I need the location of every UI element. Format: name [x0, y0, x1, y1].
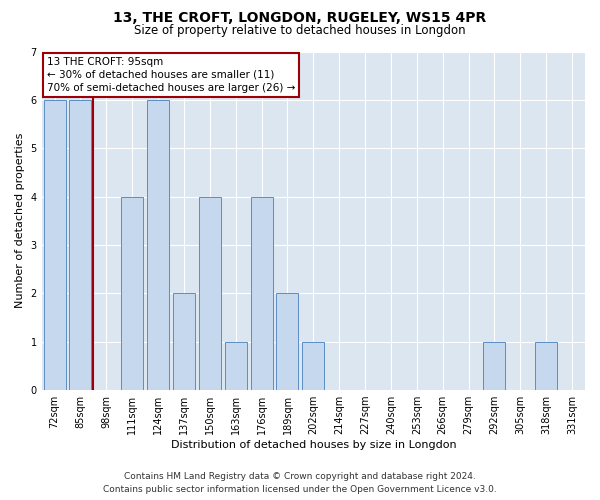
X-axis label: Distribution of detached houses by size in Longdon: Distribution of detached houses by size … — [170, 440, 456, 450]
Bar — [147, 100, 169, 390]
Y-axis label: Number of detached properties: Number of detached properties — [15, 133, 25, 308]
Bar — [535, 342, 557, 390]
Bar — [302, 342, 325, 390]
Bar — [121, 196, 143, 390]
Bar — [251, 196, 272, 390]
Bar — [199, 196, 221, 390]
Text: Contains HM Land Registry data © Crown copyright and database right 2024.
Contai: Contains HM Land Registry data © Crown c… — [103, 472, 497, 494]
Text: 13, THE CROFT, LONGDON, RUGELEY, WS15 4PR: 13, THE CROFT, LONGDON, RUGELEY, WS15 4P… — [113, 11, 487, 25]
Bar — [44, 100, 65, 390]
Text: 13 THE CROFT: 95sqm
← 30% of detached houses are smaller (11)
70% of semi-detach: 13 THE CROFT: 95sqm ← 30% of detached ho… — [47, 56, 295, 93]
Bar — [225, 342, 247, 390]
Text: Size of property relative to detached houses in Longdon: Size of property relative to detached ho… — [134, 24, 466, 37]
Bar — [484, 342, 505, 390]
Bar — [173, 294, 195, 390]
Bar — [70, 100, 91, 390]
Bar — [277, 294, 298, 390]
